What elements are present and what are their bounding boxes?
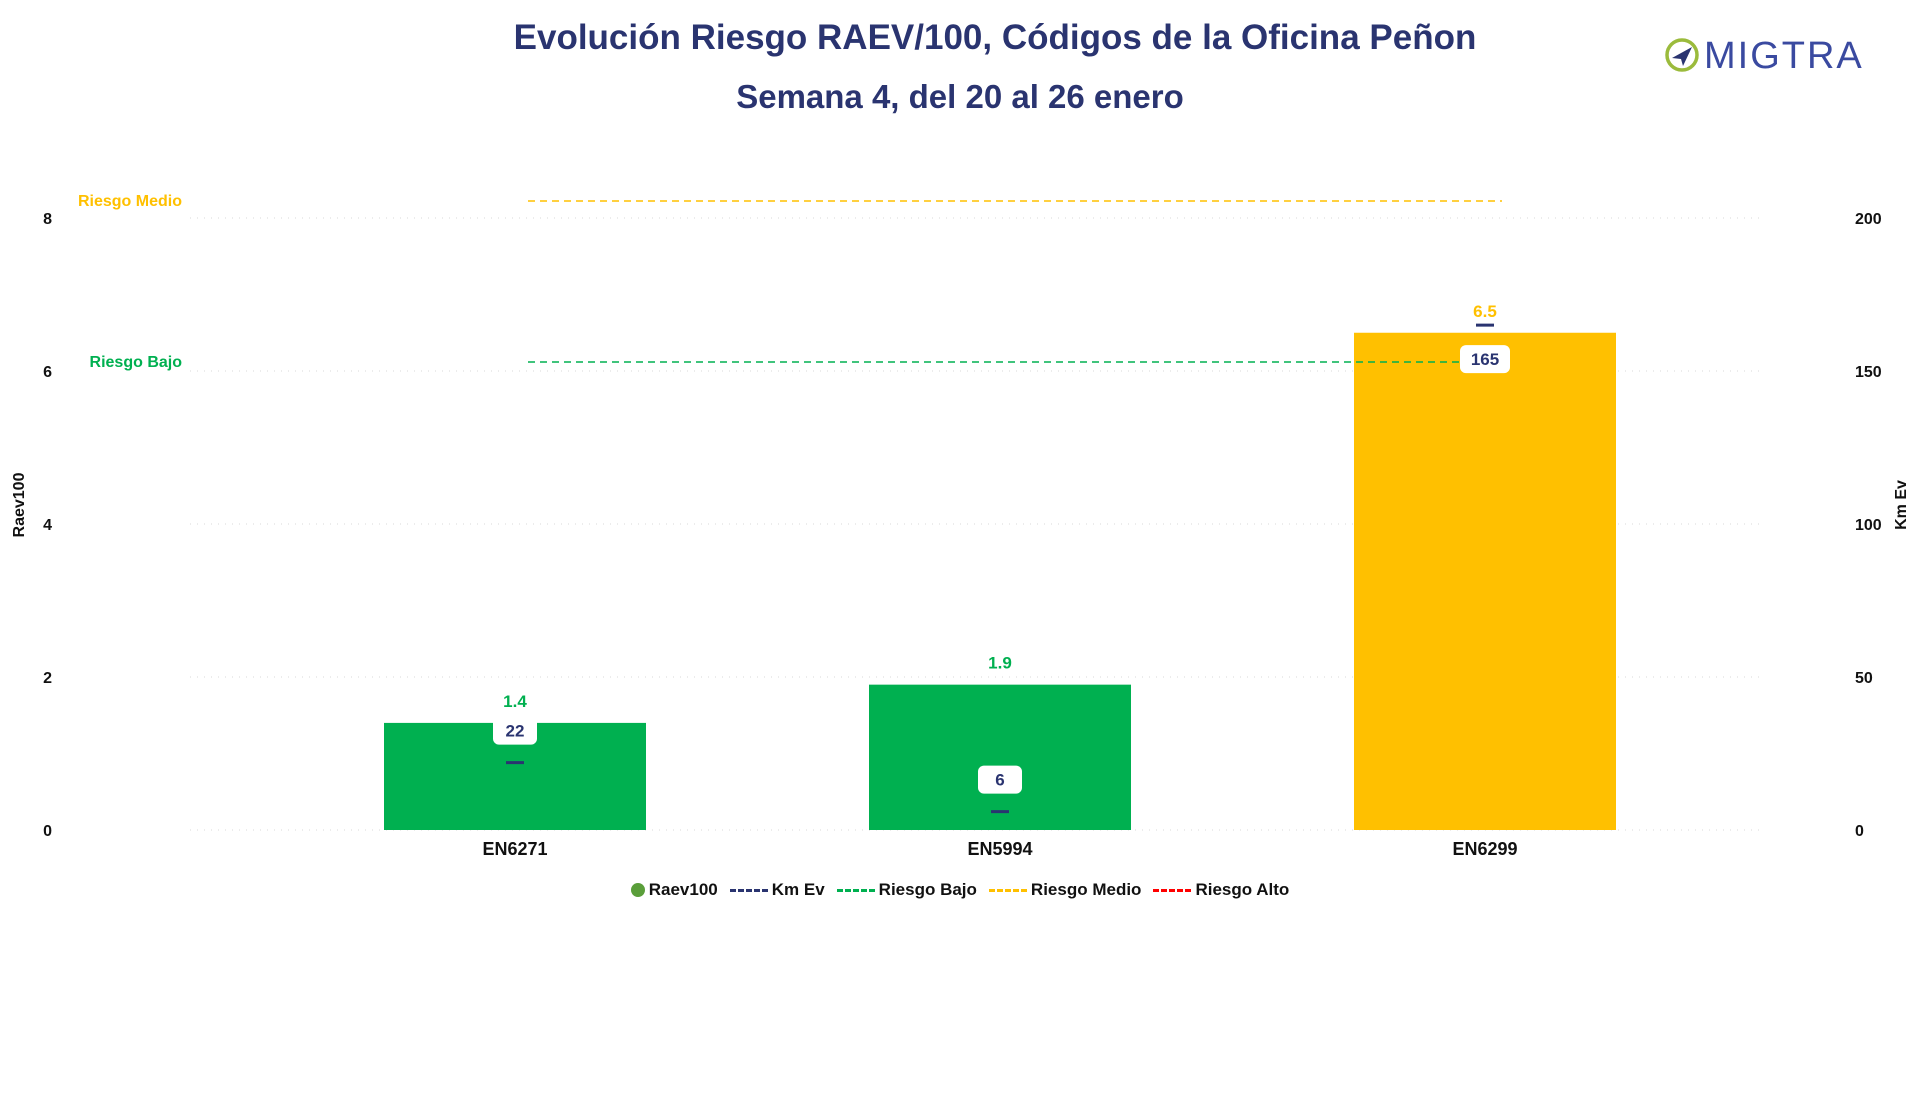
y2-axis-label: Km Ev [1893, 480, 1910, 530]
y-axis-label: Raev100 [11, 472, 28, 537]
migtra-logo: MIGTRA [1665, 35, 1864, 77]
y2-tick-label: 100 [1855, 517, 1882, 534]
legend-label: Riesgo Alto [1195, 880, 1290, 899]
axes: 0 2 4 6 8 0 50 100 150 200 Raev100 Km Ev EN6271 EN599… [11, 211, 1910, 859]
legend-dash-icon [988, 888, 1027, 892]
legend: Raev100 Km Ev Riesgo Bajo Riesgo Medio Riesg… [0, 880, 1920, 900]
y-tick-label: 0 [43, 823, 52, 840]
raev-value-label: 1.9 [988, 654, 1012, 673]
legend-dot-icon [630, 883, 645, 897]
y-tick-label: 8 [43, 211, 52, 228]
bar-en6299 [1354, 332, 1616, 830]
raev-value-label: 1.4 [503, 692, 527, 711]
km-markers [506, 323, 1494, 814]
category-label: EN6271 [482, 839, 547, 859]
y-tick-label: 6 [43, 364, 52, 381]
km-value-label: 165 [1471, 350, 1499, 369]
legend-item: Km Ev [729, 880, 825, 900]
chart-subtitle: Semana 4, del 20 al 26 enero [736, 78, 1184, 115]
km-label-box [978, 765, 1022, 794]
y2-tick-label: 150 [1855, 364, 1882, 381]
category-label: EN5994 [967, 839, 1032, 859]
y-tick-label: 2 [43, 670, 52, 687]
km-label-box [493, 716, 537, 745]
y2-tick-label: 200 [1855, 211, 1882, 228]
legend-label: Riesgo Bajo [878, 880, 977, 899]
bar-en5994 [869, 684, 1131, 830]
legend-label: Riesgo Medio [1030, 880, 1142, 899]
category-label: EN6299 [1452, 839, 1517, 859]
legend-dash-icon [1153, 888, 1192, 892]
legend-label: Raev100 [648, 880, 718, 899]
legend-item: Raev100 [630, 880, 718, 900]
km-value-label: 22 [506, 722, 525, 741]
chart-title: Evolución Riesgo RAEV/100, Códigos de la… [513, 18, 1477, 57]
y-tick-label: 4 [43, 517, 52, 534]
logo-text: MIGTRA [1704, 35, 1864, 77]
data-labels: 1.4 22 1.9 6 6.5 165 [493, 302, 1510, 794]
raev-value-label: 6.5 [1473, 302, 1497, 321]
compass-icon [1665, 38, 1699, 72]
legend-item: Riesgo Bajo [836, 880, 977, 900]
y2-tick-label: 0 [1855, 823, 1864, 840]
legend-label: Km Ev [771, 880, 825, 899]
reference-lines: Riesgo Bajo Riesgo Medio [78, 193, 1502, 371]
bars [384, 332, 1616, 830]
legend-item: Riesgo Medio [988, 880, 1142, 900]
km-label-box [1460, 345, 1510, 374]
legend-dash-icon [836, 888, 875, 892]
legend-item: Riesgo Alto [1153, 880, 1289, 900]
reference-label: Riesgo Bajo [90, 354, 183, 371]
km-value-label: 6 [995, 771, 1004, 790]
reference-label: Riesgo Medio [78, 193, 182, 210]
y2-tick-label: 50 [1855, 670, 1873, 687]
legend-dash-icon [729, 888, 768, 892]
